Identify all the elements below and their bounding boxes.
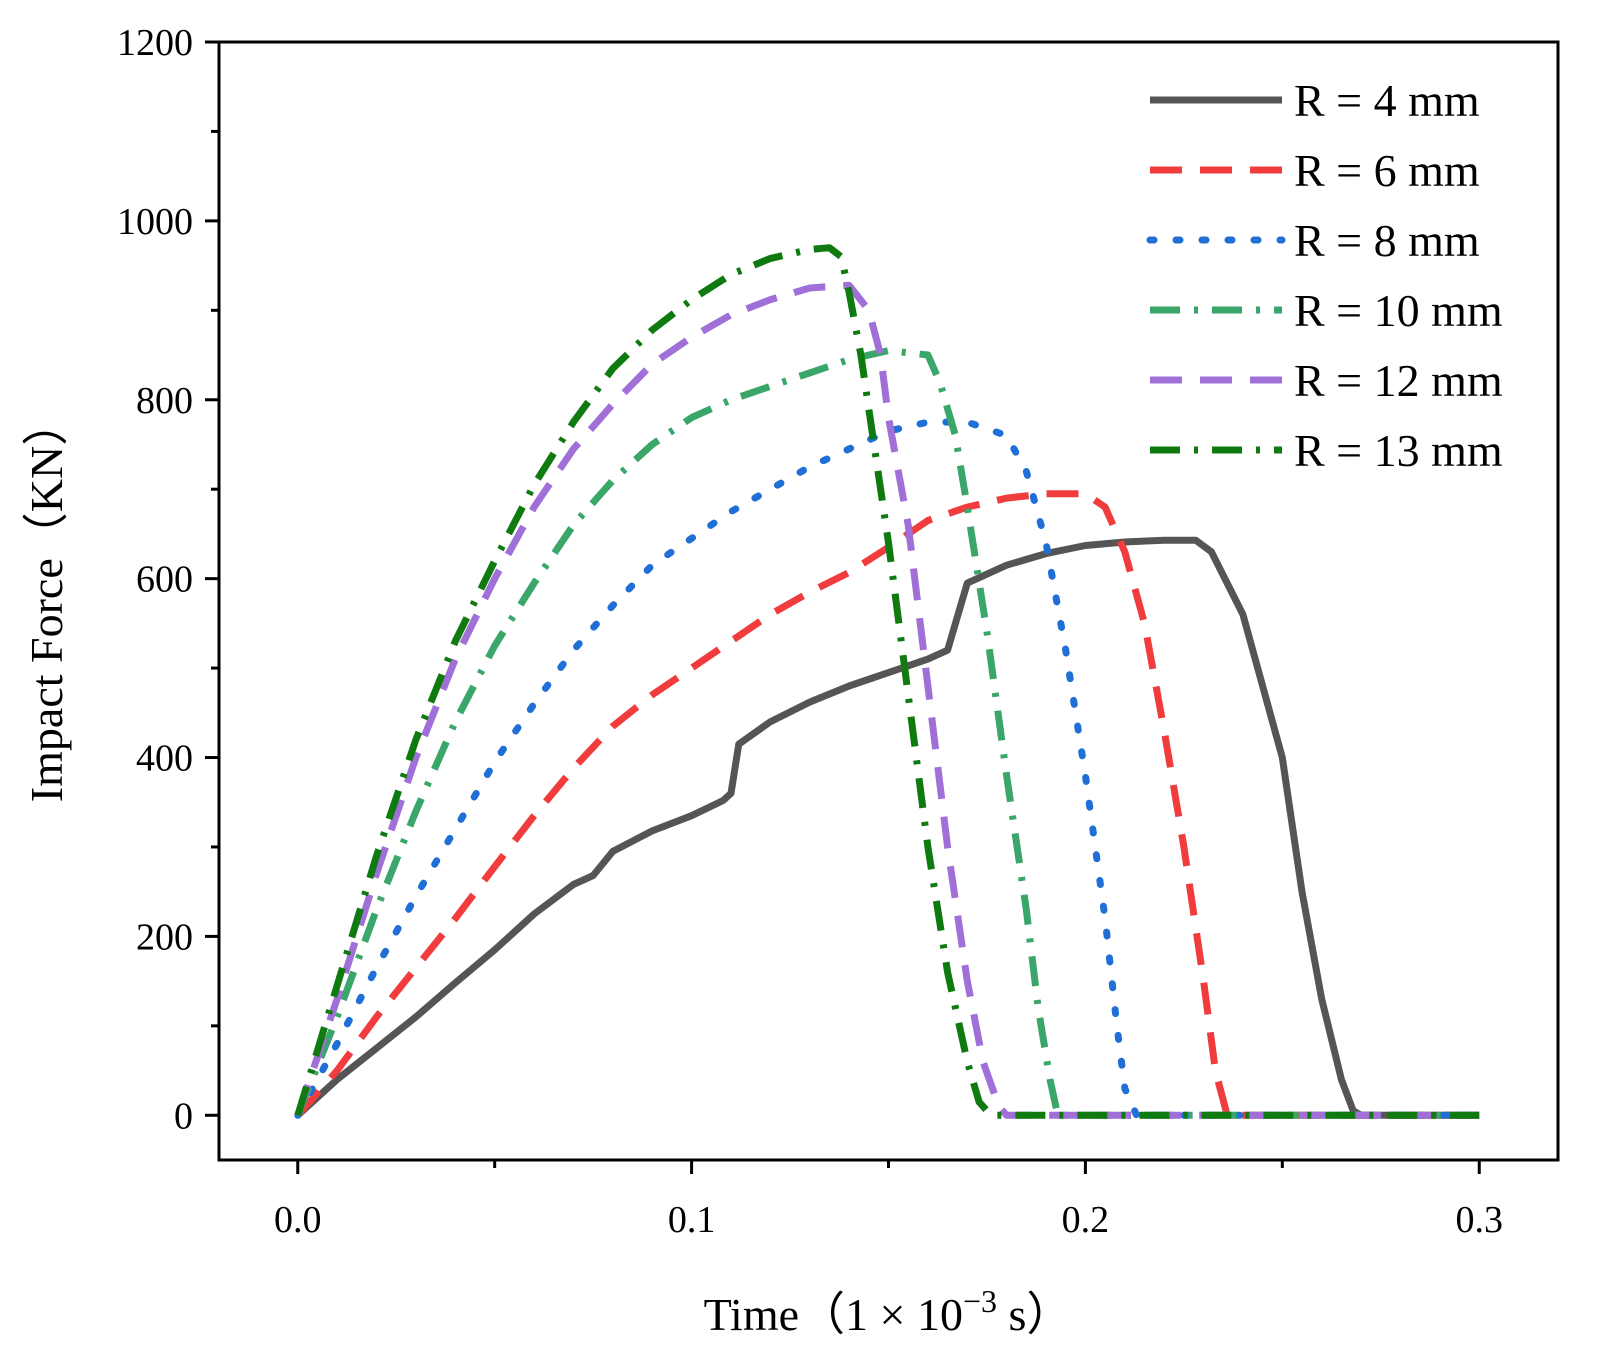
legend-label: R = 8 mm <box>1294 215 1480 266</box>
y-tick-label: 800 <box>136 380 193 422</box>
y-axis-title: Impact Force（KN） <box>21 400 72 802</box>
series-line-r-6-mm <box>295 490 1480 1119</box>
legend-label: R = 6 mm <box>1294 145 1480 196</box>
plot-frame <box>217 40 1560 1162</box>
y-tick-label: 400 <box>136 738 193 780</box>
series-line-r-8-mm <box>294 418 1483 1119</box>
legend-label: R = 13 mm <box>1294 425 1503 476</box>
legend-label: R = 12 mm <box>1294 355 1503 406</box>
series-line-r-4-mm <box>295 536 1480 1119</box>
axis-ticks: 0.0 0.1 0.2 0.3 0 200 400 600 800 1000 1200 <box>117 22 1503 1241</box>
x-tick-label: 0.1 <box>668 1199 716 1241</box>
series-line-r-12-mm <box>294 281 1480 1119</box>
x-axis-title-exponent: −3 <box>963 1283 997 1319</box>
x-axis-title: Time（1 × 10−3 s） <box>704 1283 1073 1340</box>
y-tick-label: 1200 <box>117 22 193 64</box>
x-tick-label: 0.0 <box>274 1199 322 1241</box>
legend: R = 4 mm R = 6 mm R = 8 mm R = 10 mm R = 12 … <box>1146 75 1503 476</box>
x-tick-label: 0.3 <box>1455 1199 1503 1241</box>
x-tick-label: 0.2 <box>1062 1199 1110 1241</box>
y-tick-label: 200 <box>136 916 193 958</box>
y-tick-label: 0 <box>174 1095 193 1137</box>
series-line-r-10-mm <box>294 347 1480 1119</box>
series-line-r-13-mm <box>294 244 1480 1119</box>
y-tick-label: 600 <box>136 559 193 601</box>
series-layer <box>294 244 1483 1119</box>
x-axis-title-unit: s） <box>997 1289 1072 1340</box>
legend-label: R = 10 mm <box>1294 285 1503 336</box>
legend-label: R = 4 mm <box>1294 75 1480 126</box>
x-axis-title-main: Time（1 × 10 <box>704 1289 963 1340</box>
y-tick-label: 1000 <box>117 201 193 243</box>
